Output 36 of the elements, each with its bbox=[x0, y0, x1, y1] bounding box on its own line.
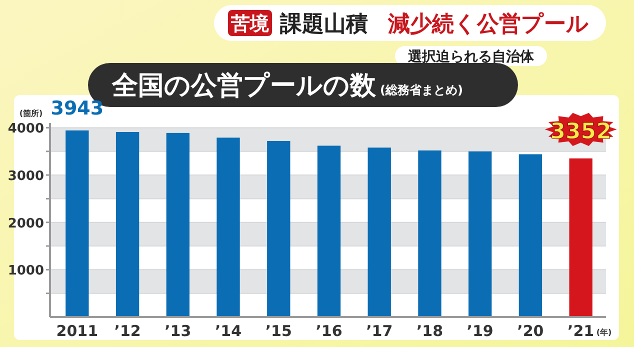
chart-title: 全国の公営プールの数 bbox=[112, 71, 376, 101]
y-tick-label: 4000 bbox=[8, 122, 44, 137]
x-tick-label: ’13 bbox=[164, 322, 192, 340]
x-tick-label: 2011 bbox=[56, 322, 98, 340]
text: 苦境 bbox=[230, 13, 269, 35]
bar bbox=[166, 132, 190, 317]
x-axis-title: (年) bbox=[596, 328, 612, 337]
y-axis-title: (箇所) bbox=[19, 109, 43, 118]
bar bbox=[418, 150, 442, 317]
bar bbox=[518, 154, 542, 317]
bar bbox=[368, 148, 391, 317]
x-tick-label: ’17 bbox=[366, 322, 393, 340]
x-tick-label: ’19 bbox=[466, 322, 494, 340]
x-tick-label: ’16 bbox=[316, 322, 342, 340]
x-tick-label: ’21 bbox=[568, 322, 594, 340]
y-tick-label: 2000 bbox=[8, 216, 44, 232]
x-tick-label: ’12 bbox=[114, 322, 141, 340]
bar bbox=[317, 146, 341, 317]
bar bbox=[116, 132, 140, 317]
text: 選択迫られる自治体 bbox=[407, 49, 535, 65]
bar bbox=[569, 158, 592, 317]
x-tick-label: ’14 bbox=[214, 322, 242, 340]
bar bbox=[216, 138, 240, 317]
text: 課題山積 bbox=[279, 12, 368, 37]
y-tick-label: 3000 bbox=[8, 169, 44, 184]
x-tick-label: ’15 bbox=[265, 322, 292, 340]
bar bbox=[66, 130, 89, 317]
chart-subtitle: (総務省まとめ) bbox=[380, 83, 463, 97]
data-label: 3352 bbox=[550, 119, 612, 144]
x-tick-label: ’20 bbox=[517, 322, 544, 340]
bar bbox=[468, 151, 492, 317]
y-tick-label: 1000 bbox=[8, 264, 44, 279]
text: 減少続く公営プール bbox=[387, 12, 589, 37]
bar bbox=[267, 140, 290, 317]
x-tick-label: ’18 bbox=[416, 322, 444, 340]
data-label: 3943 bbox=[50, 97, 104, 120]
